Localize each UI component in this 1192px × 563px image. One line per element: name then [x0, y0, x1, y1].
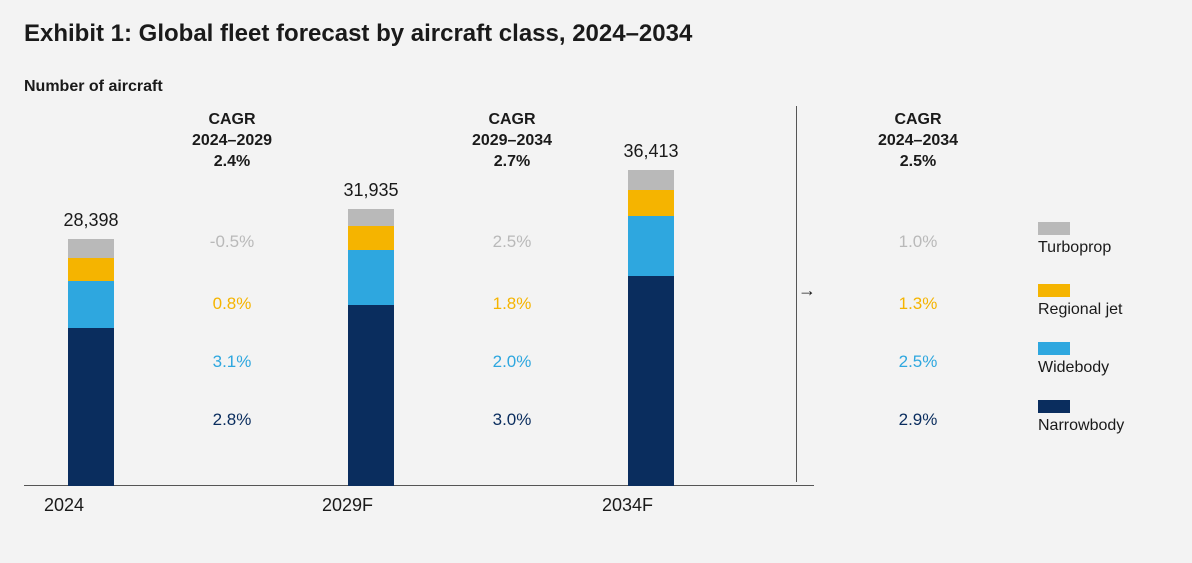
cagr-column-1: CAGR2029–20342.7% 2.5% 1.8% 2.0% 3.0% [442, 110, 582, 480]
legend-item-widebody: Widebody [1038, 342, 1168, 377]
cagr-value: 3.1% [162, 352, 302, 372]
cagr-header-line: 2024–2029 [162, 131, 302, 152]
cagr-header-line: CAGR [442, 110, 582, 131]
cagr-value: 2.8% [162, 410, 302, 430]
bar-2029f: 31,935 [348, 209, 394, 486]
bar-seg-turboprop [628, 170, 674, 190]
legend: Turboprop Regional jet Widebody Narrowbody [1038, 104, 1168, 474]
cagr-value: -0.5% [162, 232, 302, 252]
bar-seg-widebody [628, 216, 674, 276]
legend-label: Turboprop [1038, 239, 1168, 257]
legend-item-narrowbody: Narrowbody [1038, 400, 1168, 435]
cagr-header-line: 2024–2034 [848, 131, 988, 152]
legend-swatch [1038, 222, 1070, 235]
bar-2034f: 36,413 [628, 170, 674, 486]
bar-total-label: 28,398 [63, 210, 118, 231]
cagr-value: 1.3% [848, 294, 988, 314]
cagr-header: CAGR2024–20342.5% [848, 110, 988, 172]
chart-title: Exhibit 1: Global fleet forecast by airc… [24, 20, 1168, 48]
legend-swatch [1038, 342, 1070, 355]
bar-seg-widebody [68, 281, 114, 328]
bar-seg-regional_jet [348, 226, 394, 249]
cagr-value: 1.0% [848, 232, 988, 252]
bar-total-label: 31,935 [343, 180, 398, 201]
legend-swatch [1038, 284, 1070, 297]
cagr-value: 2.9% [848, 410, 988, 430]
bar-total-label: 36,413 [623, 141, 678, 162]
chart-canvas: 28,398202431,9352029F36,4132034FCAGR2024… [24, 104, 1168, 534]
bar-seg-narrowbody [628, 276, 674, 486]
cagr-value: 2.5% [848, 352, 988, 372]
legend-item-regional-jet: Regional jet [1038, 284, 1168, 319]
cagr-column-0: CAGR2024–20292.4% -0.5% 0.8% 3.1% 2.8% [162, 110, 302, 480]
cagr-value: 2.5% [442, 232, 582, 252]
chart-subtitle: Number of aircraft [24, 78, 1168, 96]
axis-baseline [24, 485, 814, 486]
bar-2024: 28,398 [68, 239, 114, 486]
cagr-header-value: 2.4% [162, 152, 302, 173]
cagr-column-2: CAGR2024–20342.5%1.0%1.3%2.5%2.9% [848, 110, 988, 480]
cagr-value: 0.8% [162, 294, 302, 314]
cagr-header: CAGR2024–20292.4% [162, 110, 302, 172]
legend-label: Widebody [1038, 359, 1168, 377]
cagr-header: CAGR2029–20342.7% [442, 110, 582, 172]
section-divider [796, 106, 797, 482]
legend-label: Regional jet [1038, 301, 1168, 319]
bar-seg-regional_jet [628, 190, 674, 216]
x-axis-label: 2034F [602, 495, 653, 516]
cagr-value: 2.0% [442, 352, 582, 372]
bar-seg-turboprop [348, 209, 394, 227]
cagr-header-line: CAGR [162, 110, 302, 131]
arrow-icon: → [798, 280, 816, 301]
x-axis-label: 2029F [322, 495, 373, 516]
bar-seg-regional_jet [68, 258, 114, 281]
cagr-value: 3.0% [442, 410, 582, 430]
cagr-header-value: 2.7% [442, 152, 582, 173]
legend-swatch [1038, 400, 1070, 413]
cagr-header-value: 2.5% [848, 152, 988, 173]
cagr-value: 1.8% [442, 294, 582, 314]
bar-seg-narrowbody [348, 305, 394, 487]
cagr-header-line: CAGR [848, 110, 988, 131]
x-axis-label: 2024 [44, 495, 84, 516]
bar-seg-narrowbody [68, 328, 114, 486]
legend-item-turboprop: Turboprop [1038, 222, 1168, 257]
legend-label: Narrowbody [1038, 417, 1168, 435]
cagr-header-line: 2029–2034 [442, 131, 582, 152]
bar-seg-turboprop [68, 239, 114, 258]
bar-seg-widebody [348, 250, 394, 305]
